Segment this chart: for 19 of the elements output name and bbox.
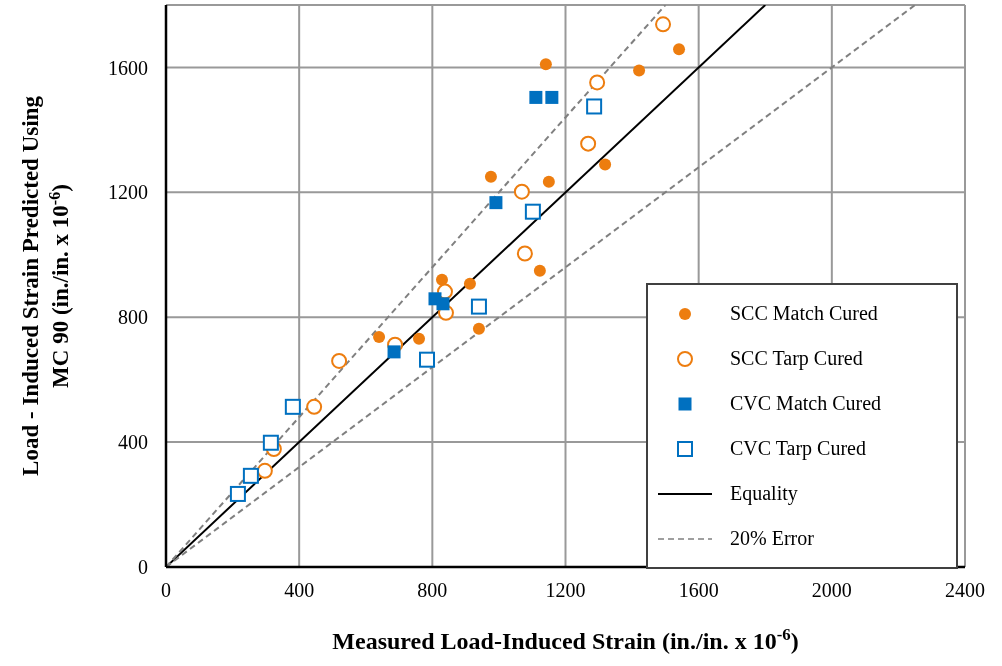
x-tick-label: 1200 [545, 579, 586, 602]
legend-label: Equality [730, 482, 798, 505]
y-tick-label: 400 [118, 431, 148, 454]
y-tick-label: 1600 [108, 56, 148, 79]
x-tick-label: 0 [161, 579, 171, 602]
legend-label: CVC Tarp Cured [730, 437, 866, 460]
x-axis-title: Measured Load-Induced Strain (in./in. x 10$^{-6}$) [332, 624, 799, 654]
y-tick-label: 800 [118, 306, 148, 329]
x-tick-label: 800 [417, 579, 448, 602]
x-tick-label: 400 [284, 579, 315, 602]
y-tick-label: 1200 [108, 181, 148, 204]
x-tick-label: 2400 [945, 579, 985, 602]
y-tick-label: 0 [138, 556, 148, 579]
x-tick-label: 1600 [678, 579, 719, 602]
legend-label: 20% Error [730, 527, 814, 550]
x-tick-label: 2000 [811, 579, 852, 602]
legend-label: SCC Match Cured [730, 302, 878, 325]
legend-label: CVC Match Cured [730, 392, 882, 415]
legend-label: SCC Tarp Cured [730, 347, 863, 370]
